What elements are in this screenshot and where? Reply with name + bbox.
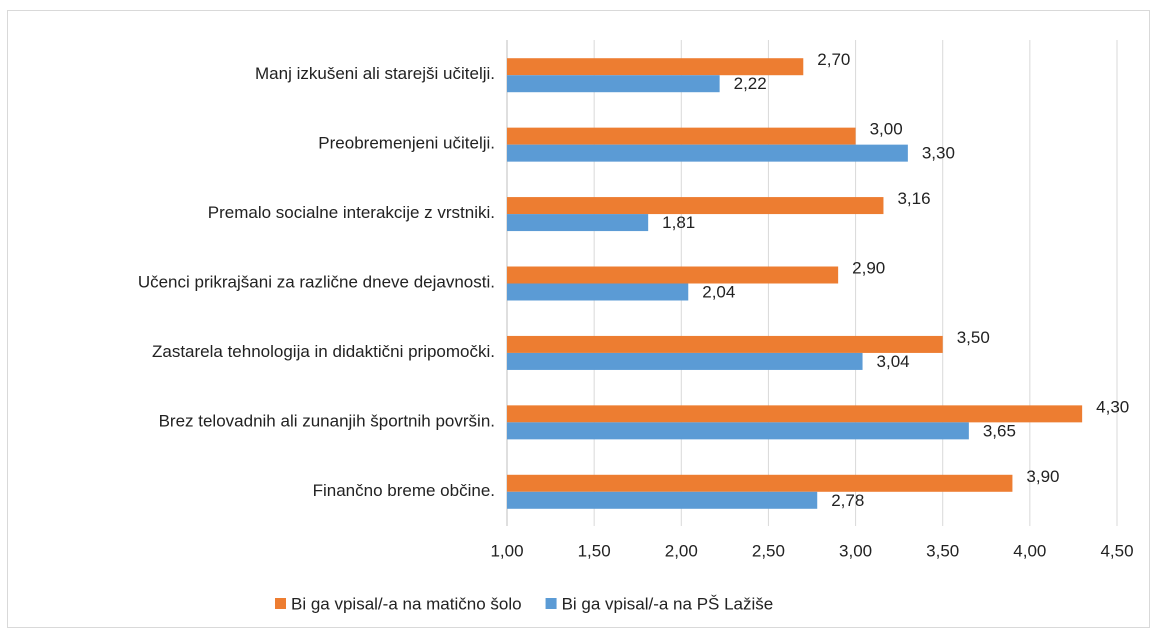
y-tick-label: Brez telovadnih ali zunanjih športnih po… (159, 411, 495, 430)
bar (507, 266, 839, 284)
x-tick-label: 1,00 (490, 541, 523, 560)
bar (507, 214, 649, 232)
data-label: 2,90 (852, 258, 885, 277)
bar (507, 405, 1083, 423)
bar (507, 283, 689, 301)
legend-swatch (545, 598, 557, 609)
bar (507, 58, 804, 76)
data-label: 1,81 (662, 213, 695, 232)
bar (507, 491, 818, 509)
y-tick-label: Finančno breme občine. (313, 481, 495, 500)
bar (507, 422, 969, 440)
x-tick-label: 2,50 (752, 541, 785, 560)
bar (507, 127, 856, 145)
data-label: 3,90 (1026, 467, 1059, 486)
data-label: 2,04 (702, 282, 735, 301)
bar (507, 75, 720, 93)
legend-swatch (275, 598, 286, 609)
x-tick-label: 1,50 (578, 541, 611, 560)
x-tick-label: 2,00 (665, 541, 698, 560)
data-label: 2,78 (831, 491, 864, 510)
data-label: 2,22 (734, 74, 767, 93)
x-tick-label: 3,50 (926, 541, 959, 560)
x-tick-label: 4,50 (1100, 541, 1133, 560)
y-tick-label: Manj izkušeni ali starejši učitelji. (255, 64, 495, 83)
data-label: 3,16 (897, 189, 930, 208)
legend-label: Bi ga vpisal/-a na matično šolo (291, 594, 522, 613)
data-label: 3,04 (877, 352, 910, 371)
data-label: 3,30 (922, 144, 955, 163)
bar (507, 352, 863, 370)
x-tick-label: 4,00 (1013, 541, 1046, 560)
data-label: 3,50 (957, 328, 990, 347)
data-label: 3,65 (983, 421, 1016, 440)
y-tick-label: Učenci prikrajšani za različne dneve dej… (138, 272, 495, 291)
bar (507, 335, 943, 353)
data-label: 4,30 (1096, 397, 1129, 416)
y-tick-label: Preobremenjeni učitelji. (318, 134, 495, 153)
y-tick-label: Premalo socialne interakcije z vrstniki. (208, 203, 495, 222)
bar (507, 144, 908, 162)
chart-frame (7, 10, 1150, 628)
data-label: 3,00 (870, 120, 903, 139)
data-label: 2,70 (817, 50, 850, 69)
x-tick-label: 3,00 (839, 541, 872, 560)
y-tick-label: Zastarela tehnologija in didaktični prip… (152, 342, 495, 361)
bar (507, 474, 1013, 492)
bar (507, 197, 884, 215)
legend-label: Bi ga vpisal/-a na PŠ Lažiše (562, 594, 774, 613)
